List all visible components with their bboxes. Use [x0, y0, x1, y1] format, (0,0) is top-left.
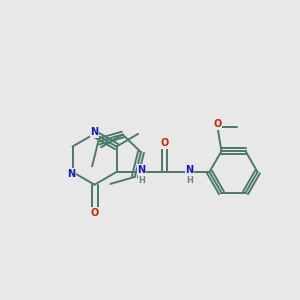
Text: N: N	[137, 165, 146, 175]
Text: O: O	[160, 138, 169, 148]
Text: H: H	[138, 176, 145, 185]
Text: O: O	[90, 208, 99, 218]
Text: H: H	[186, 176, 193, 185]
Text: N: N	[67, 169, 75, 179]
Text: O: O	[214, 119, 222, 129]
Text: N: N	[185, 165, 194, 175]
Text: N: N	[91, 128, 99, 137]
